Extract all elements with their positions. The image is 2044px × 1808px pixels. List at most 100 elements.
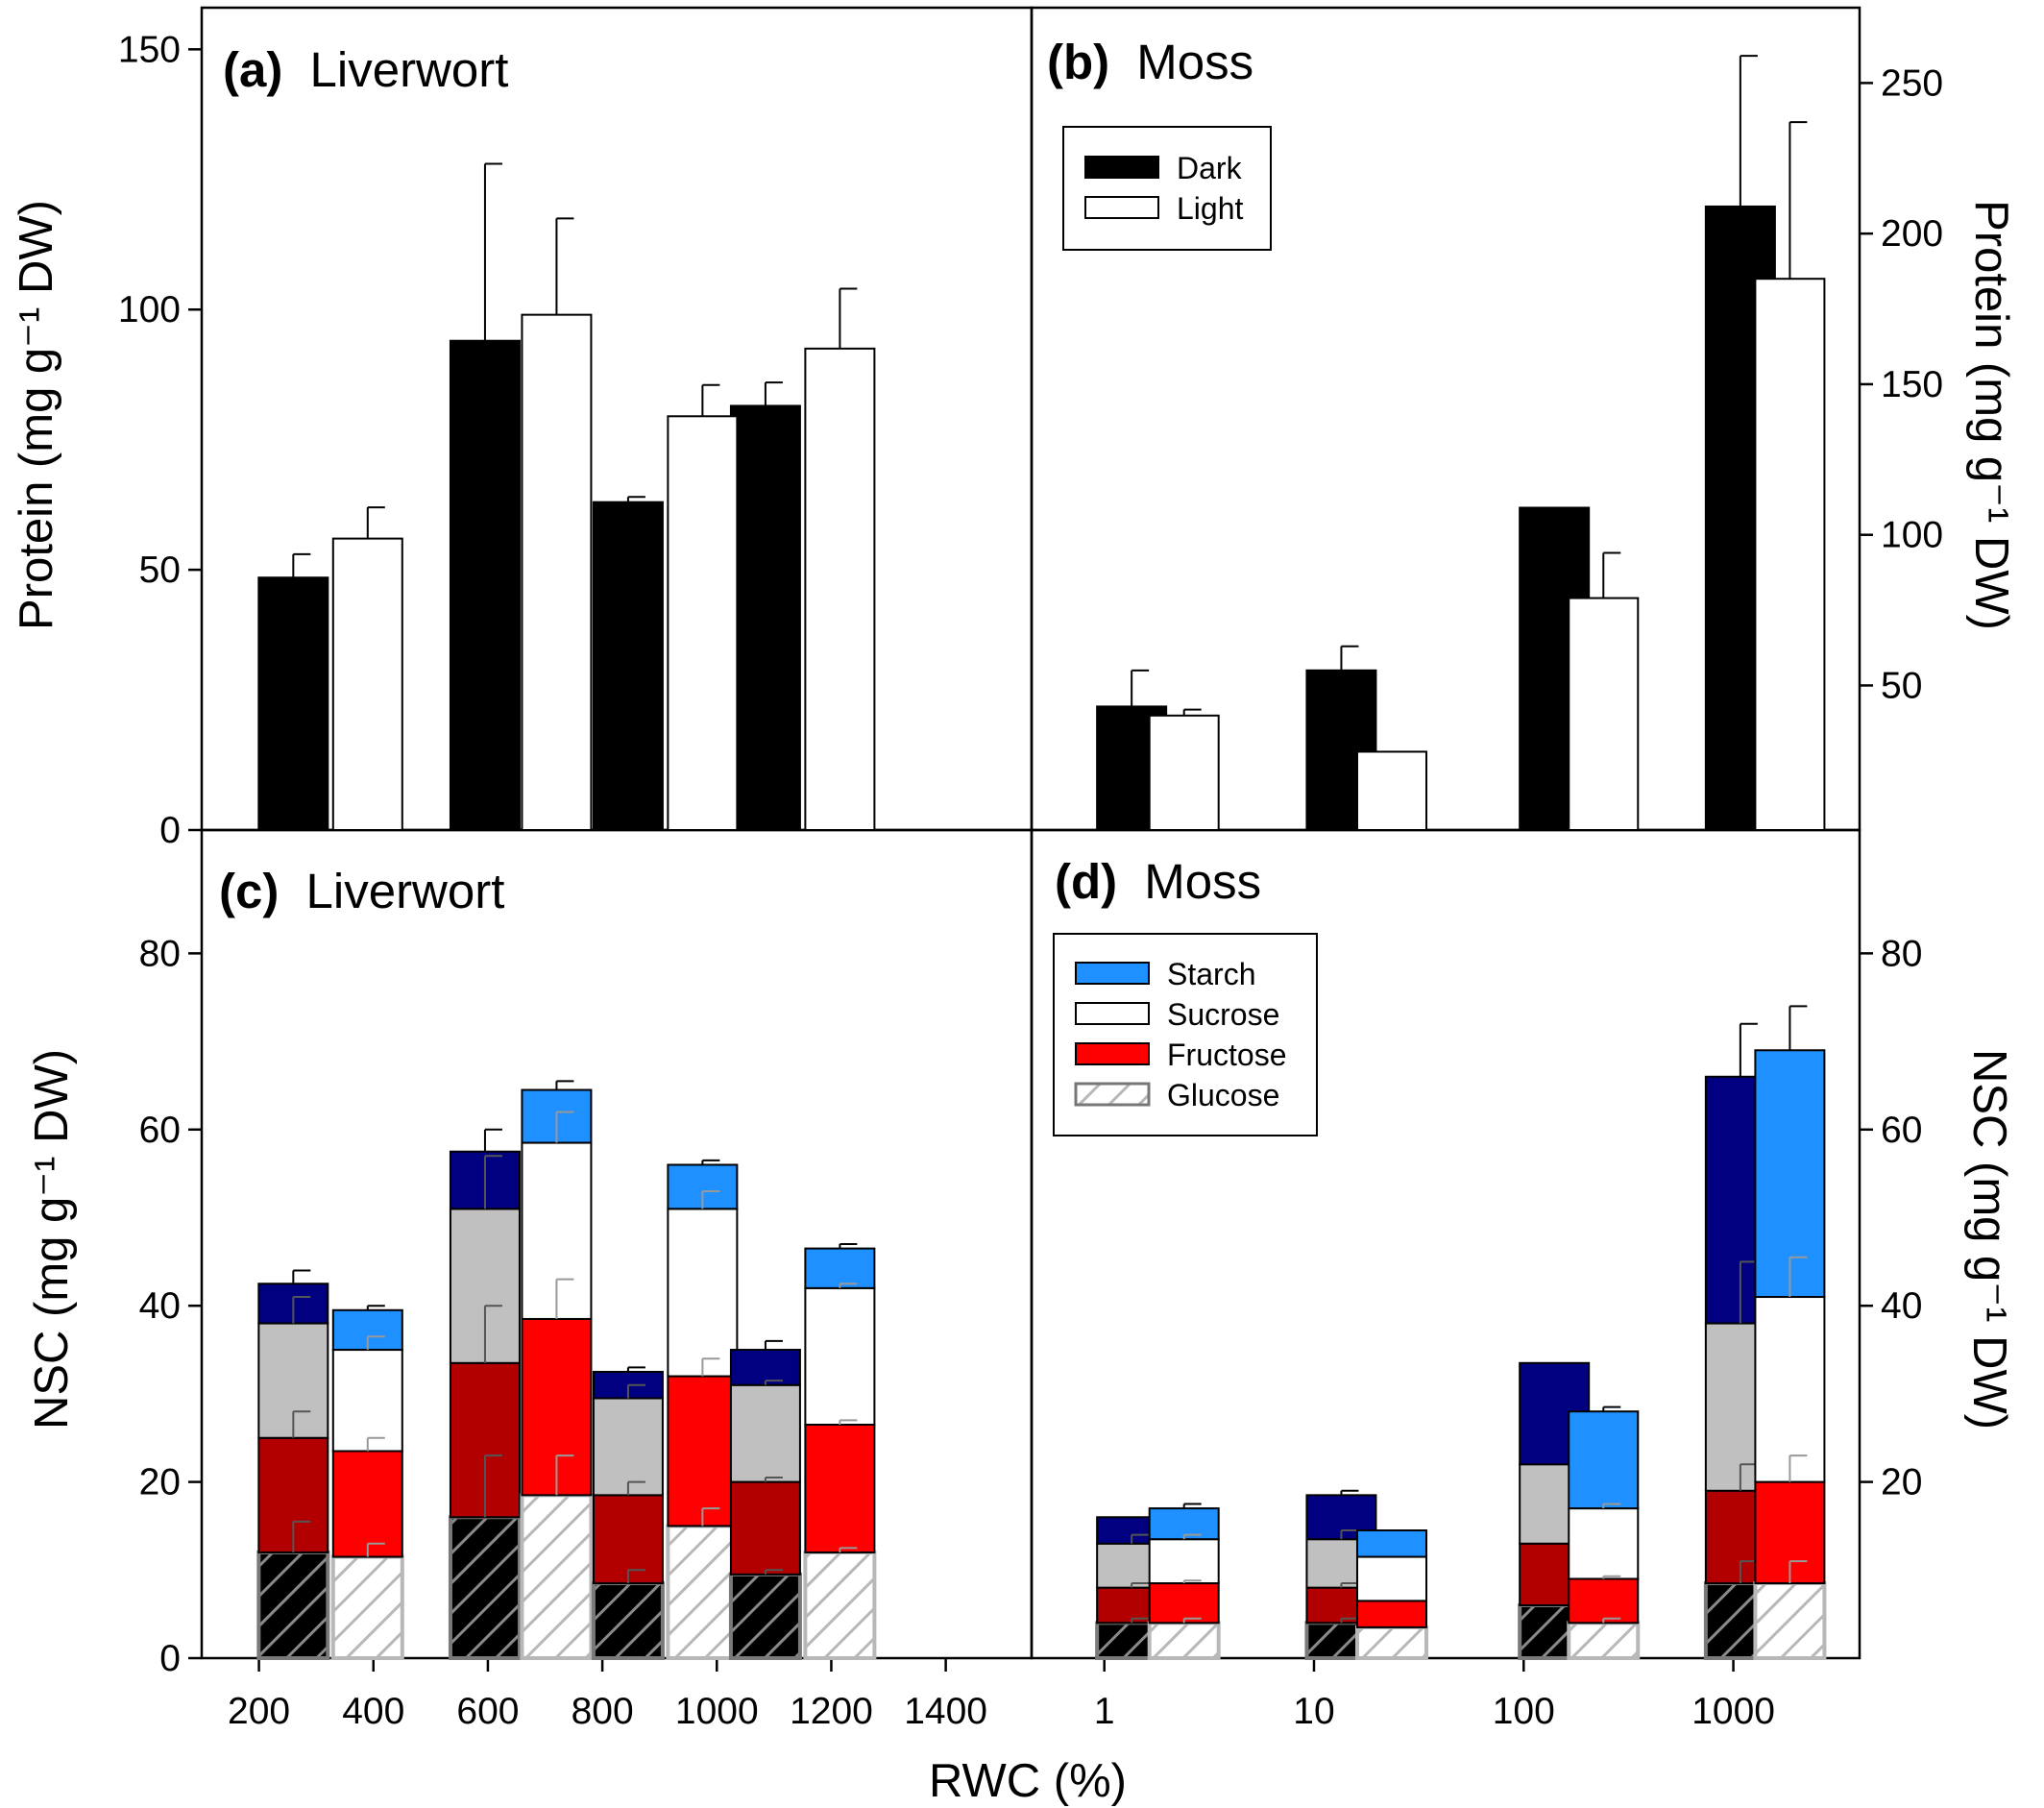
panel-c-xtick-label: 800 [572,1691,634,1732]
panel-b-ytick-label: 50 [1881,665,1922,706]
legend-label-glucose: Glucose [1167,1078,1279,1112]
panel-c-segment-starch [667,1163,739,1210]
panel-b-ytick-label: 200 [1881,213,1943,255]
panel-a-ylabel: Protein (mg g⁻¹ DW) [11,200,62,630]
panel-b-ytick-label: 250 [1881,62,1943,104]
panel-a-bar-dark [592,501,664,831]
panel-a-title: (a) Liverwort [223,42,508,97]
legend-protein-frame [1062,126,1272,251]
panel-a-plot: 0 50 100 150 [118,29,876,851]
panel-c-segment-glucose [803,1550,877,1660]
panel-a-bar-light [804,347,876,831]
panel-b-plot: 50 100 150 200 250 [1096,55,1943,832]
panel-b-bar-light [1148,714,1220,831]
panel-c-segment-fructose [804,1423,876,1553]
panel-d-xtick-label: 1 [1094,1691,1115,1732]
panel-c-segment-sucrose [729,1383,801,1483]
panel-d-segment-fructose [1148,1582,1220,1625]
panel-c-segment-glucose [591,1581,665,1661]
panel-d-segment-glucose [1753,1581,1827,1661]
legend-swatch-dark [1084,156,1159,179]
panel-a-bar-light [521,313,593,831]
panel-c-ytick-label: 60 [139,1110,181,1151]
panel-b-title-text: Moss [1136,35,1253,89]
panel-b-ylabel: Protein (mg g⁻¹ DW) [1965,200,2017,630]
panel-d-plot: 20 40 60 80 1 10 100 1000 [1094,933,1923,1732]
panel-c-ytick-label: 20 [139,1462,181,1503]
panel-d-ylabel: NSC (mg g⁻¹ DW) [1963,1049,2015,1429]
panel-a-ytick-label: 0 [159,810,181,851]
panel-c-segment-starch [804,1247,876,1289]
panel-d-letter: (d) [1055,854,1117,909]
panel-b-bar-light [1754,278,1826,831]
panel-c-xtick-label: 600 [456,1691,519,1732]
panel-a-bar-light [331,537,403,831]
panel-a-ytick-label: 50 [139,550,181,591]
panel-a-bar-dark [729,404,801,831]
panel-d-ytick-label: 60 [1881,1110,1922,1151]
panel-d-xtick-label: 1000 [1691,1691,1775,1732]
panel-b-bar-light [1355,750,1427,832]
panel-c-xtick-label: 1200 [790,1691,873,1732]
panel-d-segment-sucrose [1754,1296,1826,1483]
panel-c-segment-sucrose [667,1208,739,1378]
panel-d-segment-starch [1355,1529,1427,1558]
panel-c-ylabel: NSC (mg g⁻¹ DW) [26,1049,78,1429]
panel-c-ytick-label: 0 [159,1638,181,1679]
panel-c-ytick-label: 40 [139,1285,181,1327]
legend-label-fructose: Fructose [1167,1038,1286,1072]
panel-d-ytick-label: 80 [1881,933,1922,974]
panel-c-segment-sucrose [804,1286,876,1426]
legend-label-light: Light [1177,191,1244,226]
panel-c-xtick-label: 200 [228,1691,290,1732]
panel-d-segment-starch [1754,1049,1826,1299]
panel-c-segment-glucose [666,1524,740,1660]
legend-nsc: Starch Sucrose Fructose Glucose [1053,933,1318,1136]
legend-swatch-light [1084,196,1159,219]
panel-c-segment-glucose [330,1554,404,1661]
panel-d-ytick-label: 20 [1881,1462,1922,1503]
legend-swatch-fructose [1075,1042,1150,1065]
panel-c-plot: 0 20 40 60 80 200 400 600 800 1000 1200 1400 [139,933,987,1732]
panel-b-letter: (b) [1047,35,1109,89]
panel-c-segment-fructose [667,1375,739,1527]
panel-a-ytick-label: 150 [118,29,181,70]
legend-label-sucrose: Sucrose [1167,997,1279,1032]
legend-protein: Dark Light [1062,126,1272,251]
panel-d-frame [1030,828,1862,1660]
panel-d-segment-sucrose [1148,1538,1220,1585]
legend-label-starch: Starch [1167,957,1255,991]
panel-d-segment-sucrose [1568,1507,1640,1580]
panel-d-segment-fructose [1355,1600,1427,1628]
panel-c-segment-glucose [520,1493,594,1661]
panel-d-ytick-label: 40 [1881,1285,1922,1327]
panel-b-ytick-label: 100 [1881,515,1943,556]
panel-d-segment-fructose [1568,1577,1640,1625]
panel-c-title-text: Liverwort [306,864,505,918]
panel-a-title-text: Liverwort [310,42,509,97]
panel-d-segment-glucose [1147,1621,1221,1660]
panel-d-xtick-label: 10 [1293,1691,1334,1732]
panel-c-segment-glucose [448,1515,522,1661]
panel-c-segment-sucrose [592,1397,664,1497]
panel-a-letter: (a) [223,42,282,97]
panel-c-segment-fructose [331,1450,403,1558]
legend-label-dark: Dark [1177,151,1243,185]
panel-a-bar-dark [449,339,521,831]
panel-a-bar-dark [257,576,329,831]
x-axis-title: RWC (%) [929,1755,1127,1807]
panel-c-xtick-label: 1400 [904,1691,987,1732]
panel-d-segment-glucose [1354,1625,1428,1661]
panel-c-segment-glucose [256,1550,330,1660]
panel-d-segment-sucrose [1355,1555,1427,1602]
panel-a-ytick-label: 100 [118,289,181,330]
panel-a-bar-light [667,415,739,831]
panel-c-title: (c) Liverwort [219,864,504,918]
panel-c-ytick-label: 80 [139,933,181,974]
panel-b-bar-light [1568,597,1640,831]
panel-c-segment-fructose [729,1480,801,1576]
panel-d-title-text: Moss [1144,854,1261,909]
panel-d-segment-starch [1568,1410,1640,1510]
panel-c-xtick-label: 400 [342,1691,404,1732]
